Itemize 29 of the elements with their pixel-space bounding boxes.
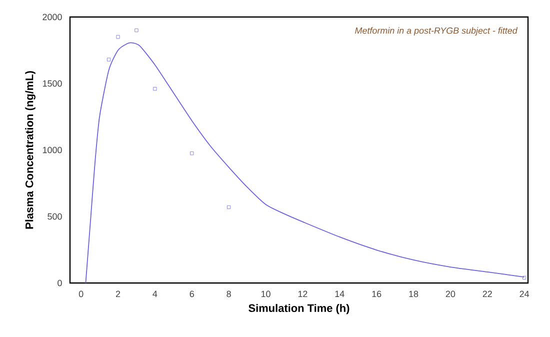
x-axis-title: Simulation Time (h) xyxy=(248,304,350,314)
x-tick-label: 18 xyxy=(409,290,418,298)
x-tick-label: 20 xyxy=(446,290,456,298)
x-tick-label: 22 xyxy=(482,290,492,298)
y-tick-label: 1000 xyxy=(42,146,62,154)
x-tick-label: 16 xyxy=(372,290,382,298)
x-tick-label: 14 xyxy=(335,290,344,297)
x-tick-label: 6 xyxy=(190,290,194,298)
annotation: Metformin in a post-RYGB subject - fitted xyxy=(355,27,518,36)
y-axis-title: Plasma Concentration (ng/mL) xyxy=(25,71,36,229)
point xyxy=(190,151,194,156)
point xyxy=(116,35,120,39)
x-tick-label: 2 xyxy=(116,290,120,298)
x-tick-label: 24 xyxy=(520,290,530,298)
y-tick-label: 1500 xyxy=(42,80,62,87)
point xyxy=(522,276,526,280)
x-tick-label: 0 xyxy=(78,290,84,298)
x-tick-label: 12 xyxy=(298,290,308,298)
y-tick-label: 0 xyxy=(58,280,62,286)
point xyxy=(226,205,231,210)
point xyxy=(153,86,157,91)
x-tick-label: 10 xyxy=(261,290,270,298)
line-series xyxy=(85,42,525,283)
point xyxy=(106,58,111,62)
x-tick-label: 8 xyxy=(226,290,231,298)
y-tick-label: 500 xyxy=(48,213,62,220)
point xyxy=(134,28,138,32)
x-tick-label: 4 xyxy=(152,290,158,297)
y-tick-label: 2000 xyxy=(42,14,62,20)
